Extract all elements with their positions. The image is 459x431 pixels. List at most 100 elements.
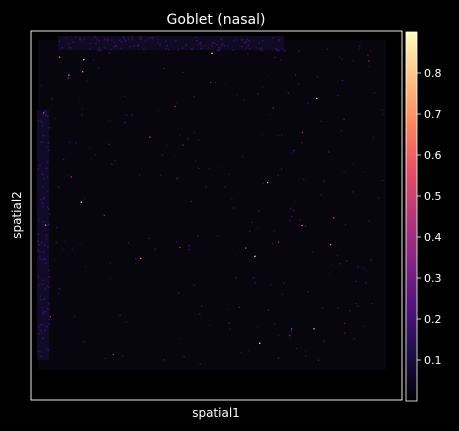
expression-spot: [301, 131, 304, 134]
expression-spot: [277, 174, 279, 176]
expression-spot: [272, 37, 274, 39]
expression-spot: [188, 249, 190, 251]
expression-spot: [67, 77, 69, 79]
expression-spot: [120, 47, 122, 50]
expression-spot: [45, 326, 48, 328]
expression-spot: [175, 103, 178, 105]
expression-spot: [94, 36, 96, 38]
expression-spot: [355, 280, 357, 282]
expression-spot: [79, 39, 82, 41]
expression-spot: [294, 74, 297, 76]
expression-spot: [251, 221, 253, 224]
expression-spot: [47, 281, 50, 284]
expression-spot: [197, 43, 200, 46]
expression-spot: [44, 329, 46, 332]
colorbar: [405, 31, 418, 402]
expression-spot: [200, 47, 202, 50]
colorbar-tick-label: 0.3: [424, 272, 442, 285]
expression-spot: [336, 254, 339, 257]
expression-spot: [48, 213, 51, 215]
expression-spot: [317, 359, 320, 361]
expression-spot: [349, 310, 351, 312]
expression-spot: [224, 186, 226, 188]
expression-spot: [154, 248, 156, 250]
expression-spot: [254, 282, 256, 284]
colorbar-ticks: 0.1 0.2 0.3 0.4 0.5 0.6 0.7 0.8: [417, 67, 442, 367]
expression-spot: [42, 203, 44, 205]
expression-spot: [48, 149, 50, 152]
expression-spot: [216, 235, 219, 237]
expression-spot: [85, 266, 87, 268]
expression-spot: [298, 83, 300, 85]
expression-spot: [124, 40, 127, 42]
expression-spot: [114, 45, 116, 47]
expression-spot: [131, 36, 133, 38]
expression-spot: [357, 266, 359, 268]
expression-spot: [40, 323, 42, 326]
expression-spot: [66, 174, 68, 176]
expression-spot: [109, 277, 111, 279]
expression-spot: [70, 176, 72, 178]
expression-spot: [340, 130, 342, 132]
expression-spot: [231, 198, 233, 200]
chart-title: Goblet (nasal): [167, 12, 266, 28]
expression-spot: [261, 49, 263, 52]
expression-spot: [261, 133, 263, 135]
expression-spot: [44, 110, 46, 113]
expression-spot: [44, 258, 47, 261]
expression-spot: [39, 251, 41, 254]
expression-spot: [193, 284, 195, 286]
expression-spot: [262, 86, 264, 88]
expression-spot: [45, 262, 47, 264]
expression-spot: [37, 325, 39, 327]
expression-spot: [333, 217, 335, 219]
expression-spot: [358, 48, 360, 50]
expression-spot: [104, 47, 106, 49]
expression-spot: [187, 138, 189, 140]
expression-spot: [38, 351, 41, 353]
expression-spot: [277, 135, 280, 137]
expression-spot: [55, 241, 57, 244]
expression-spot: [277, 357, 280, 359]
expression-spot: [67, 43, 70, 45]
expression-spot: [103, 214, 105, 216]
expression-spot: [344, 224, 346, 226]
expression-spot: [39, 295, 42, 298]
expression-spot: [113, 41, 116, 43]
expression-spot: [191, 48, 193, 50]
expression-spot: [283, 282, 285, 284]
expression-spot: [330, 263, 333, 265]
expression-spot: [262, 40, 264, 42]
y-axis-label: spatial2: [10, 191, 24, 239]
expression-spot: [290, 215, 293, 217]
expression-spot: [149, 136, 151, 138]
expression-spot: [159, 174, 161, 176]
expression-spot: [247, 44, 250, 47]
expression-spot: [328, 151, 330, 153]
expression-spot: [140, 257, 142, 260]
expression-spot: [218, 48, 220, 51]
expression-spot: [104, 357, 106, 360]
expression-spot: [86, 80, 88, 82]
expression-spot: [40, 85, 42, 87]
expression-spot: [287, 92, 289, 94]
expression-spot: [261, 47, 263, 49]
expression-spot: [188, 245, 190, 247]
expression-spot: [157, 109, 159, 111]
expression-spot: [371, 303, 373, 305]
expression-spot: [40, 330, 42, 332]
expression-spot: [278, 39, 281, 41]
expression-spot: [46, 206, 49, 208]
expression-spot: [226, 308, 228, 311]
expression-spot: [45, 234, 48, 237]
expression-spot: [127, 242, 129, 244]
expression-spot: [163, 359, 165, 361]
expression-spot: [40, 198, 42, 201]
expression-spot: [37, 240, 39, 243]
expression-spot: [290, 330, 293, 332]
expression-spot: [39, 164, 41, 167]
expression-spot: [39, 256, 41, 259]
expression-spot: [124, 122, 126, 124]
expression-spot: [221, 44, 223, 47]
expression-spot: [111, 163, 113, 165]
